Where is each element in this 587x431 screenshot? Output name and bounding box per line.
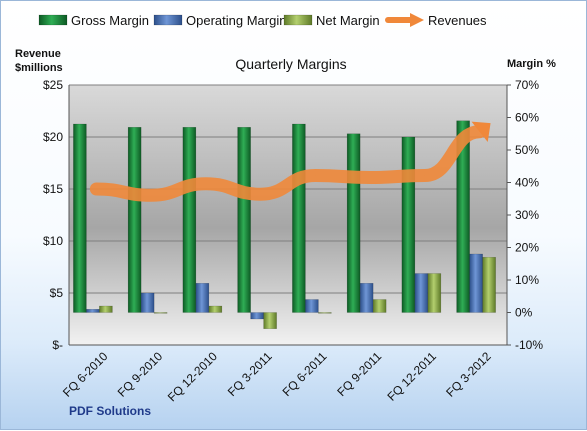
bar-net-margin: [264, 313, 277, 329]
right-tick-label: 40%: [515, 176, 539, 190]
right-tick-label: 70%: [515, 78, 539, 92]
legend-label-gross-margin: Gross Margin: [71, 13, 149, 28]
source-label: PDF Solutions: [69, 404, 151, 418]
left-tick-label: $-: [52, 338, 63, 352]
bar-gross-margin: [183, 127, 196, 312]
legend-swatch-gross-margin: [39, 15, 67, 25]
bar-operating-margin: [305, 300, 318, 313]
x-tick-label: FQ 3-2012: [443, 349, 494, 400]
x-tick-label: FQ 6-2010: [60, 349, 111, 400]
bar-operating-margin: [251, 313, 264, 320]
bar-gross-margin: [347, 134, 360, 313]
bar-gross-margin: [402, 137, 415, 313]
bar-net-margin: [209, 306, 222, 313]
bar-gross-margin: [238, 127, 251, 312]
chart-title: Quarterly Margins: [235, 56, 346, 72]
x-tick-label: FQ 12-2011: [384, 349, 439, 404]
bar-net-margin: [99, 306, 112, 313]
bar-net-margin: [483, 257, 496, 312]
y-left-label-line1: Revenue: [15, 48, 61, 60]
bar-gross-margin: [73, 124, 86, 313]
right-tick-label: 10%: [515, 273, 539, 287]
bar-operating-margin: [360, 283, 373, 312]
legend-label-operating-margin: Operating Margin: [186, 13, 286, 28]
bar-net-margin: [154, 313, 167, 314]
y-left-label-line2: $millions: [15, 62, 63, 74]
legend-swatch-net-margin: [284, 15, 312, 25]
y-right-label: Margin %: [507, 58, 556, 70]
right-tick-label: 30%: [515, 208, 539, 222]
right-tick-label: -10%: [515, 338, 543, 352]
legend-label-net-margin: Net Margin: [316, 13, 380, 28]
left-tick-label: $10: [43, 234, 63, 248]
x-tick-label: FQ 9-2011: [334, 349, 384, 399]
bar-net-margin: [318, 313, 331, 314]
x-tick-label: FQ 9-2010: [115, 349, 166, 400]
right-tick-label: 20%: [515, 241, 539, 255]
left-tick-label: $15: [43, 182, 63, 196]
left-tick-label: $5: [50, 286, 64, 300]
x-tick-label: FQ 12-2010: [165, 349, 220, 404]
bar-operating-margin: [196, 283, 209, 312]
legend-swatch-operating-margin: [154, 15, 182, 25]
bar-gross-margin: [128, 127, 141, 312]
bar-operating-margin: [141, 293, 154, 313]
bar-operating-margin: [470, 254, 483, 313]
right-tick-label: 50%: [515, 143, 539, 157]
right-tick-label: 60%: [515, 111, 539, 125]
legend: Gross Margin Operating Margin Net Margin Re…: [39, 13, 487, 28]
bar-net-margin: [373, 300, 386, 313]
left-tick-label: $25: [43, 78, 63, 92]
x-tick-label: FQ 3-2011: [225, 349, 275, 399]
right-tick-label: 0%: [515, 306, 533, 320]
bar-operating-margin: [86, 309, 99, 312]
bar-net-margin: [428, 274, 441, 313]
x-tick-label: FQ 6-2011: [280, 349, 330, 399]
bar-operating-margin: [415, 274, 428, 313]
legend-label-revenues: Revenues: [428, 13, 487, 28]
legend-arrow-icon: [410, 13, 424, 27]
bar-gross-margin: [292, 124, 305, 313]
left-tick-label: $20: [43, 130, 63, 144]
